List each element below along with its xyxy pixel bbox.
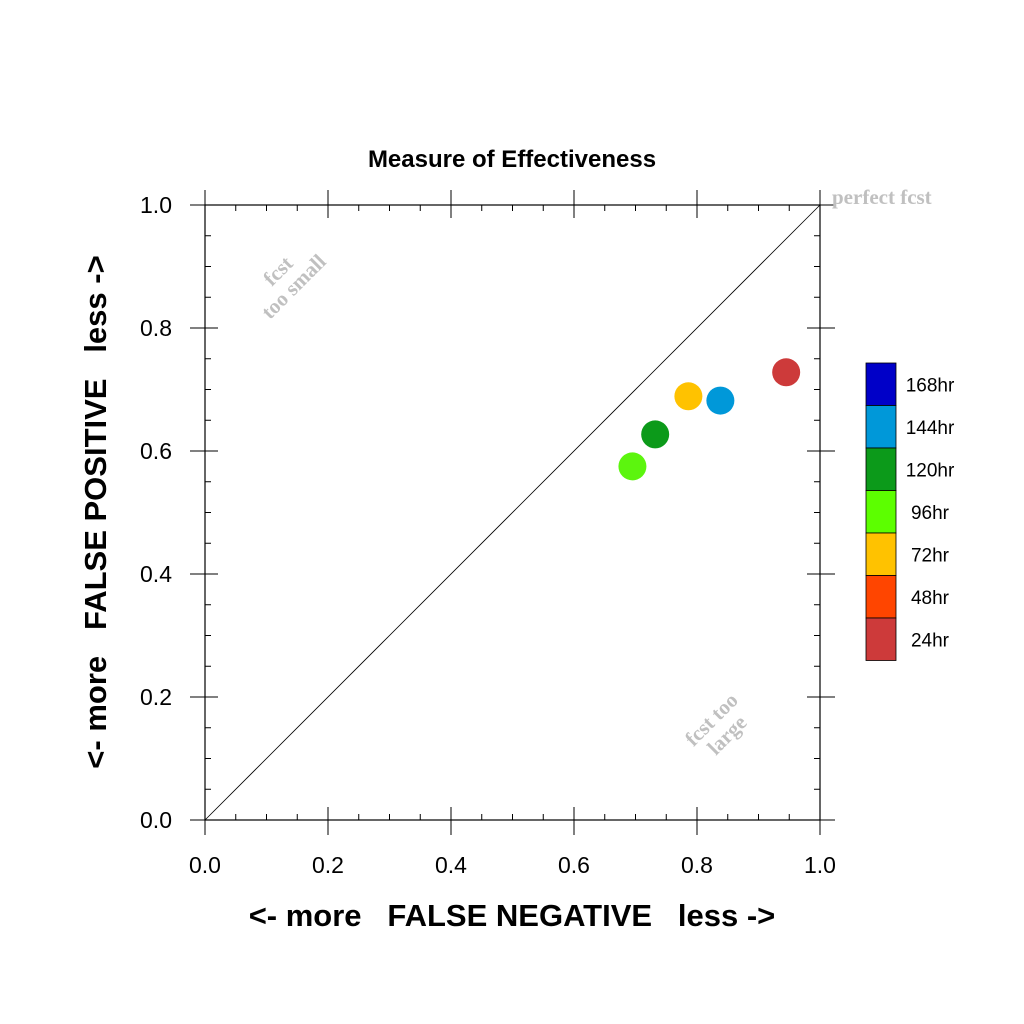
chart-title: Measure of Effectiveness	[368, 146, 656, 173]
too-small-annotation: fcst too small	[256, 249, 330, 323]
legend-label-120hr: 120hr	[906, 460, 955, 481]
y-tick-label: 0.4	[140, 561, 172, 587]
legend-label-72hr: 72hr	[911, 545, 950, 566]
data-point-144hr	[706, 386, 735, 415]
y-axis-label: <- more FALSE POSITIVE less ->	[78, 255, 113, 768]
y-tick-label: 0.6	[140, 438, 172, 464]
legend-label-48hr: 48hr	[911, 588, 950, 609]
too-small-line-2: too small	[256, 249, 330, 323]
axis-tick-labels: 0.0 0.2 0.4 0.6 0.8 1.0 0.0 0.2 0.4 0.6 0.8 1.0	[140, 192, 836, 878]
perfect-forecast-label: perfect fcst	[832, 185, 932, 209]
legend-swatch-48hr	[865, 575, 897, 619]
y-tick-label: 0.0	[140, 807, 172, 833]
legend-swatch-168hr	[865, 362, 897, 406]
data-point-24hr	[772, 358, 801, 387]
y-tick-label: 0.2	[140, 684, 172, 710]
x-tick-label: 0.6	[558, 852, 590, 878]
data-point-96hr	[618, 452, 647, 481]
x-tick-label: 1.0	[804, 852, 836, 878]
legend-swatch-144hr	[865, 405, 897, 449]
x-tick-label: 0.2	[312, 852, 344, 878]
y-tick-label: 0.8	[140, 315, 172, 341]
data-points	[618, 358, 801, 481]
legend-label-96hr: 96hr	[911, 503, 950, 524]
x-tick-label: 0.4	[435, 852, 467, 878]
legend-label-144hr: 144hr	[906, 418, 955, 439]
y-tick-label: 1.0	[140, 192, 172, 218]
x-axis-label: <- more FALSE NEGATIVE less ->	[249, 898, 776, 933]
plot-frame	[204, 204, 821, 821]
data-point-72hr	[674, 382, 703, 411]
legend-label-24hr: 24hr	[911, 630, 950, 651]
legend-swatch-24hr	[865, 617, 897, 661]
x-tick-label: 0.0	[189, 852, 221, 878]
data-point-120hr	[641, 420, 670, 449]
x-tick-label: 0.8	[681, 852, 713, 878]
perfect-forecast-diagonal	[204, 204, 821, 821]
legend-swatch-72hr	[865, 532, 897, 576]
legend-swatch-120hr	[865, 447, 897, 491]
legend-swatch-96hr	[865, 490, 897, 534]
legend-label-168hr: 168hr	[906, 375, 955, 396]
legend: 168hr 144hr 120hr 96hr 72hr 48hr 24hr	[865, 362, 955, 661]
too-large-annotation: fcst too large	[680, 688, 751, 759]
